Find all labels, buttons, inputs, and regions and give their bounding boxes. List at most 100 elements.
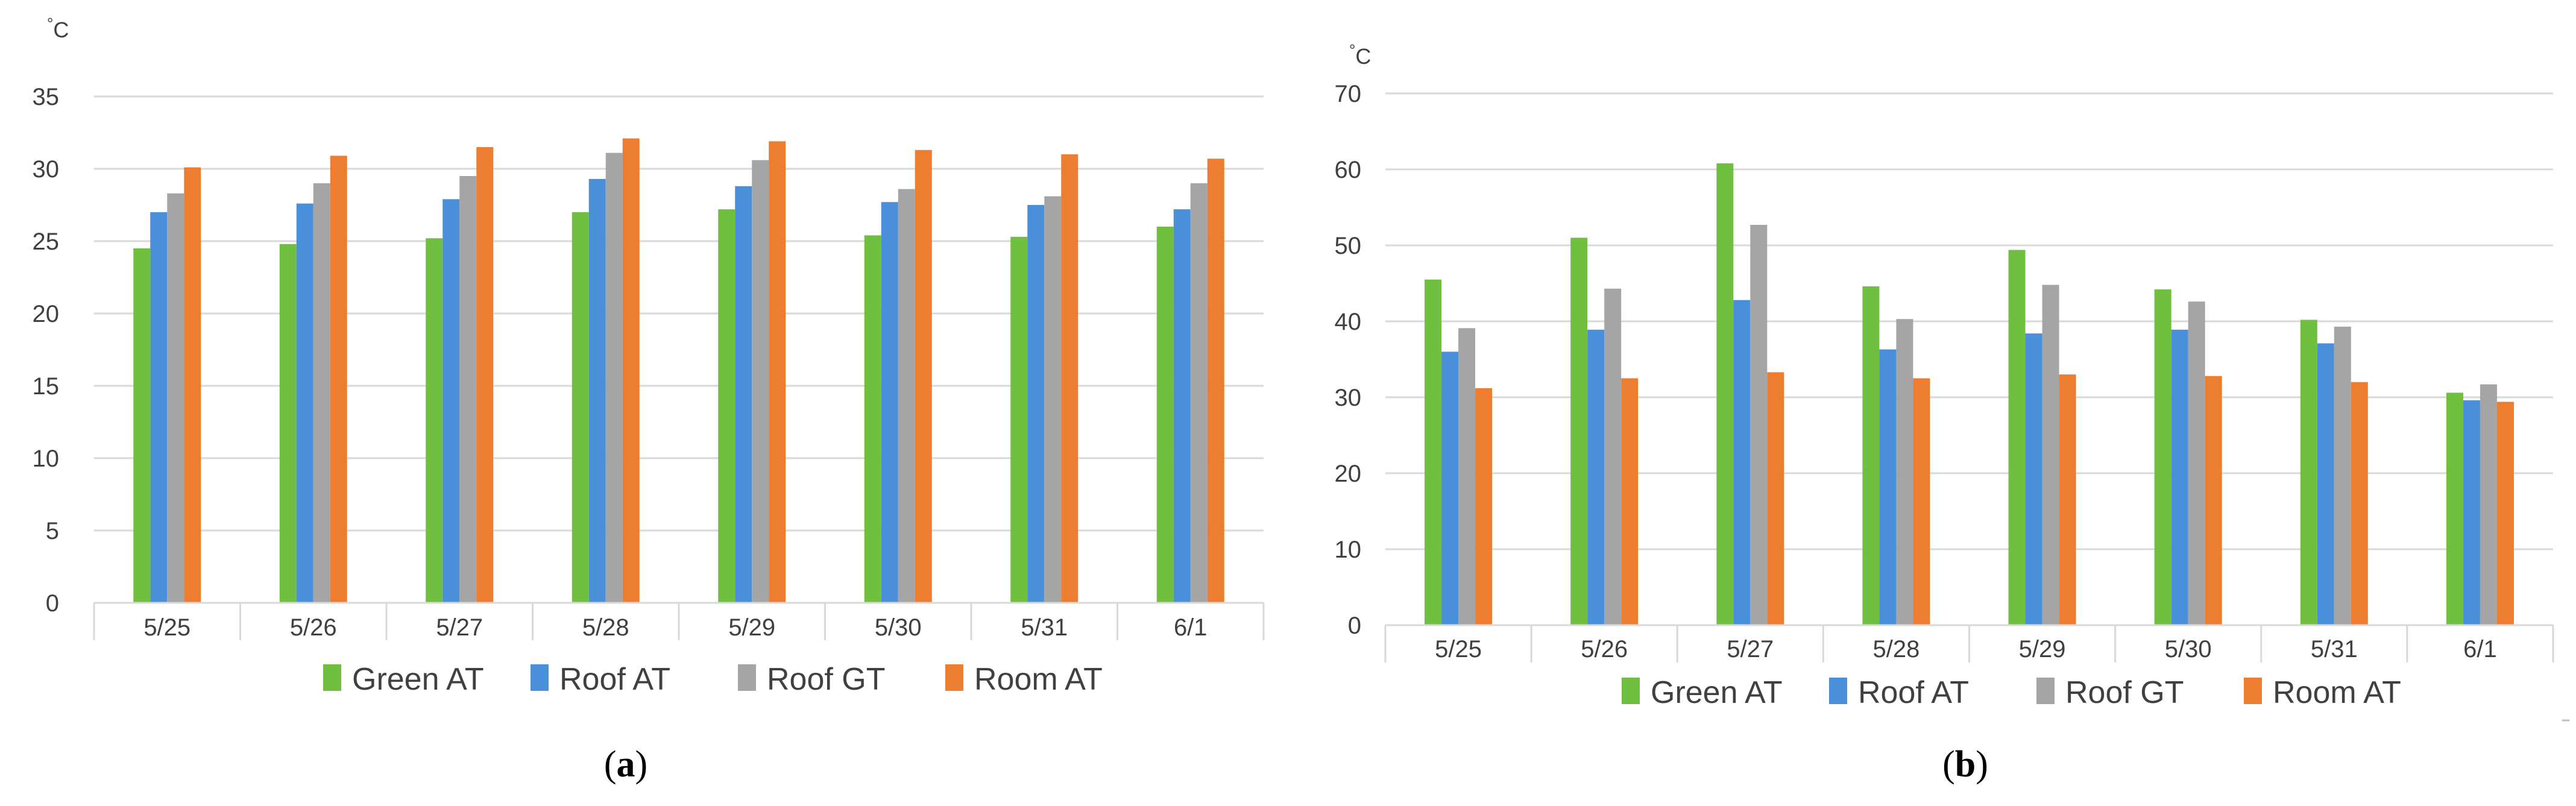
x-tick-label-5-26: 5/26 [1581,636,1628,663]
bar-roof-at-6-1 [1173,209,1191,603]
y-tick-label-30: 30 [33,156,60,183]
legend-label-room-at: Room AT [2273,675,2401,710]
bar-green-at-5-26 [279,244,297,603]
legend-swatch-roof-gt [2036,678,2055,704]
bar-room-at-5-25 [1475,388,1493,625]
bar-roof-at-5-31 [2317,343,2334,625]
bar-roof-gt-5-29 [752,160,769,603]
legend-label-green-at: Green AT [352,662,484,697]
bar-room-at-5-27 [1767,372,1784,625]
bar-roof-gt-5-30 [2188,301,2205,625]
bar-room-at-6-1 [1207,159,1224,603]
bar-green-at-5-25 [1425,279,1442,625]
bar-roof-at-5-26 [296,203,313,603]
legend-swatch-green-at [1622,678,1640,704]
bar-green-at-5-30 [864,235,881,603]
chart-b-legend: Green AT Roof AT Roof GT Room AT [1622,675,2401,710]
bar-roof-gt-5-26 [1604,288,1622,625]
bar-roof-at-5-29 [735,186,752,603]
y-tick-label-20: 20 [1335,461,1362,487]
bar-roof-at-5-26 [1587,329,1605,625]
bar-green-at-5-28 [572,212,589,603]
y-tick-label-60: 60 [1335,157,1362,183]
chart-b-unit-label: °C [1349,41,1371,69]
bar-room-at-5-30 [2205,376,2222,625]
x-tick-label-5-26: 5/26 [290,614,337,641]
bar-room-at-6-1 [2496,401,2514,625]
bar-roof-at-5-27 [1733,300,1751,626]
bar-roof-gt-5-25 [1458,328,1476,625]
y-tick-label-50: 50 [1335,233,1362,259]
bar-roof-gt-5-25 [167,193,184,603]
bar-roof-at-5-30 [881,202,898,603]
bar-green-at-5-31 [1010,236,1028,603]
legend-label-roof-at: Roof AT [559,662,670,697]
bar-roof-gt-6-1 [2480,384,2497,625]
chart-a-legend: Green AT Roof AT Roof GT Room AT [323,662,1103,697]
y-tick-label-15: 15 [33,373,60,400]
bar-roof-at-5-30 [2171,329,2188,625]
legend-swatch-room-at [2244,678,2262,704]
y-tick-label-40: 40 [1335,309,1362,335]
bar-green-at-5-26 [1570,238,1588,625]
y-tick-label-20: 20 [33,301,60,327]
chart-b-x-tick-labels: 5/25 5/26 5/27 5/28 5/29 5/30 5/31 6/1 [1435,636,2497,663]
bar-room-at-5-27 [476,147,494,603]
legend-label-roof-at: Roof AT [1858,675,1969,710]
chart-a-x-tick-labels: 5/25 5/26 5/27 5/28 5/29 5/30 5/31 6/1 [143,614,1207,641]
x-tick-label-5-27: 5/27 [1727,636,1774,663]
legend-label-roof-gt: Roof GT [2065,675,2184,710]
bar-roof-at-5-29 [2025,333,2042,625]
bar-roof-gt-5-29 [2042,285,2059,625]
bar-green-at-5-27 [1716,163,1734,625]
bar-green-at-5-31 [2300,320,2317,625]
bar-green-at-5-29 [718,209,735,603]
chart-b-gridlines [1385,92,2553,550]
y-tick-label-10: 10 [1335,537,1362,563]
bar-roof-gt-6-1 [1190,183,1208,603]
bar-room-at-5-31 [1061,154,1079,603]
x-tick-label-5-25: 5/25 [143,614,191,641]
bar-green-at-6-1 [2446,392,2463,625]
panel-label-a: (a) [604,744,647,785]
bar-roof-at-6-1 [2463,400,2480,625]
chart-a-x-axis [93,602,1265,640]
legend-swatch-roof-gt [738,664,756,691]
bar-roof-at-5-25 [1441,351,1459,625]
x-tick-label-5-31: 5/31 [1021,614,1068,641]
bar-green-at-5-25 [133,248,151,603]
bar-room-at-5-28 [1913,378,1930,625]
bar-roof-at-5-31 [1027,205,1045,603]
bar-room-at-5-30 [915,150,932,603]
x-tick-label-6-1: 6/1 [2463,636,2497,663]
x-tick-label-5-28: 5/28 [1873,636,1920,663]
legend-swatch-roof-at [1829,678,1847,704]
x-tick-label-5-28: 5/28 [582,614,629,641]
bar-roof-at-5-25 [150,212,168,603]
bar-room-at-5-28 [622,138,640,603]
bar-room-at-5-26 [330,156,347,603]
y-tick-label-0: 0 [1348,612,1361,639]
bar-green-at-6-1 [1156,227,1174,603]
chart-b-bars [1425,163,2514,626]
x-tick-label-6-1: 6/1 [1174,614,1208,641]
bar-green-at-5-29 [2008,250,2026,625]
legend-swatch-green-at [323,664,341,691]
x-tick-label-5-25: 5/25 [1435,636,1482,663]
chart-a-gridlines [94,95,1264,532]
bar-room-at-5-26 [1621,378,1639,625]
y-tick-label-30: 30 [1335,385,1362,411]
bar-roof-gt-5-26 [313,183,330,603]
x-tick-label-5-31: 5/31 [2311,636,2358,663]
legend-swatch-roof-at [531,664,549,691]
bar-roof-at-5-27 [442,199,460,603]
bar-roof-gt-5-31 [2334,326,2351,625]
chart-a-unit-label: °C [47,14,69,42]
chart-b-y-tick-labels: 0 10 20 30 40 50 60 70 [1335,81,1362,639]
bar-room-at-5-29 [2059,374,2076,625]
x-tick-label-5-29: 5/29 [728,614,775,641]
bar-room-at-5-29 [769,141,786,603]
bar-roof-gt-5-28 [605,153,623,603]
